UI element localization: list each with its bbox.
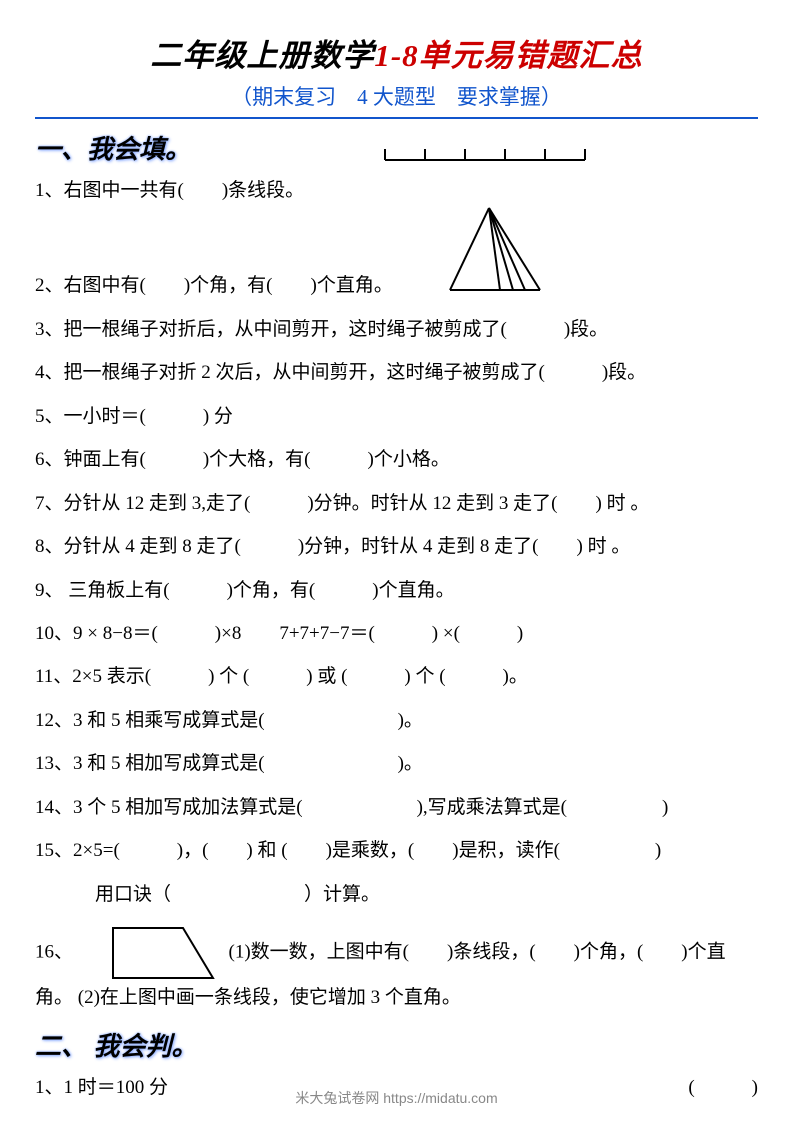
q2-num: 2、 — [35, 275, 64, 296]
question-3: 3、把一根绳子对折后，从中间剪开，这时绳子被剪成了( )段。 — [35, 315, 758, 344]
question-15a: 15、2×5=( )，( ) 和 ( )是乘数，( )是积，读作( ) — [35, 836, 758, 865]
q6-txt: 钟面上有( )个大格，有( )个小格。 — [64, 449, 450, 470]
question-11: 11、2×5 表示( ) 个 ( ) 或 ( ) 个 ( )。 — [35, 662, 758, 691]
q12-txt: 3 和 5 相乘写成算式是( )。 — [73, 710, 423, 731]
q15-txt-a: 2×5=( )，( ) 和 ( )是乘数，( )是积，读作( ) — [73, 840, 661, 861]
figure-line-segments — [380, 145, 590, 165]
question-5: 5、一小时＝( ) 分 — [35, 402, 758, 431]
q10-txt: 9 × 8−8＝( )×8 7+7+7−7＝( ) ×( ) — [73, 623, 523, 644]
question-12: 12、3 和 5 相乘写成算式是( )。 — [35, 706, 758, 735]
q14-num: 14、 — [35, 797, 73, 818]
question-8: 8、分针从 4 走到 8 走了( )分钟，时针从 4 走到 8 走了( ) 时 … — [35, 532, 758, 561]
question-7: 7、分针从 12 走到 3,走了( )分钟。时针从 12 走到 3 走了( ) … — [35, 489, 758, 518]
title-black: 二年级上册数学 — [150, 38, 374, 73]
figure-trapezoid — [108, 923, 218, 983]
title-red: 1-8单元易错题汇总 — [374, 38, 642, 73]
page-subtitle: （期末复习 4 大题型 要求掌握） — [35, 81, 758, 111]
q3-txt: 把一根绳子对折后，从中间剪开，这时绳子被剪成了( )段。 — [64, 319, 609, 340]
q1-txt: 右图中一共有( )条线段。 — [64, 180, 305, 201]
q16-txt-b: 角。 (2)在上图中画一条线段，使它增加 3 个直角。 — [35, 987, 461, 1008]
question-2: 2、右图中有( )个角，有( )个直角。 — [35, 271, 758, 300]
question-9: 9、 三角板上有( )个角，有( )个直角。 — [35, 576, 758, 605]
q15-num: 15、 — [35, 840, 73, 861]
q7-txt: 分针从 12 走到 3,走了( )分钟。时针从 12 走到 3 走了( ) 时 … — [64, 493, 650, 514]
q3-num: 3、 — [35, 319, 64, 340]
q11-txt: 2×5 表示( ) 个 ( ) 或 ( ) 个 ( )。 — [72, 666, 528, 687]
q12-num: 12、 — [35, 710, 73, 731]
q1-num: 1、 — [35, 180, 64, 201]
q16-num: 16、 — [35, 941, 73, 962]
question-13: 13、3 和 5 相加写成算式是( )。 — [35, 749, 758, 778]
q13-num: 13、 — [35, 753, 73, 774]
page-title: 二年级上册数学1-8单元易错题汇总 — [35, 30, 758, 75]
question-16: 16、 (1)数一数，上图中有( )条线段，( )个角，( )个直 角。 (2)… — [35, 923, 758, 1012]
q6-num: 6、 — [35, 449, 64, 470]
question-10: 10、9 × 8−8＝( )×8 7+7+7−7＝( ) ×( ) — [35, 619, 758, 648]
q2-txt: 右图中有( )个角，有( )个直角。 — [64, 275, 393, 296]
q16-txt-a: (1)数一数，上图中有( )条线段，( )个角，( )个直 — [229, 941, 726, 962]
q10-num: 10、 — [35, 623, 73, 644]
question-1: 1、右图中一共有( )条线段。 — [35, 176, 758, 205]
divider — [35, 117, 758, 119]
q15-txt-b: 用口诀（ ）计算。 — [95, 884, 380, 905]
question-4: 4、把一根绳子对折 2 次后，从中间剪开，这时绳子被剪成了( )段。 — [35, 358, 758, 387]
q14-txt: 3 个 5 相加写成加法算式是( ),写成乘法算式是( ) — [73, 797, 668, 818]
question-15b: 用口诀（ ）计算。 — [35, 880, 758, 909]
q5-num: 5、 — [35, 406, 64, 427]
q8-txt: 分针从 4 走到 8 走了( )分钟，时针从 4 走到 8 走了( ) 时 。 — [64, 536, 631, 557]
section-2-heading: 二、 我会判。 — [35, 1026, 758, 1063]
footer-text: 米大兔试卷网 https://midatu.com — [0, 1088, 793, 1108]
q4-txt: 把一根绳子对折 2 次后，从中间剪开，这时绳子被剪成了( )段。 — [64, 362, 647, 383]
q7-num: 7、 — [35, 493, 64, 514]
q4-num: 4、 — [35, 362, 64, 383]
question-14: 14、3 个 5 相加写成加法算式是( ),写成乘法算式是( ) — [35, 793, 758, 822]
q9-num: 9、 — [35, 580, 64, 601]
q8-num: 8、 — [35, 536, 64, 557]
q13-txt: 3 和 5 相加写成算式是( )。 — [73, 753, 423, 774]
q11-num: 11、 — [35, 666, 72, 687]
q5-txt: 一小时＝( ) 分 — [64, 406, 233, 427]
question-6: 6、钟面上有( )个大格，有( )个小格。 — [35, 445, 758, 474]
q9-txt: 三角板上有( )个角，有( )个直角。 — [64, 580, 455, 601]
